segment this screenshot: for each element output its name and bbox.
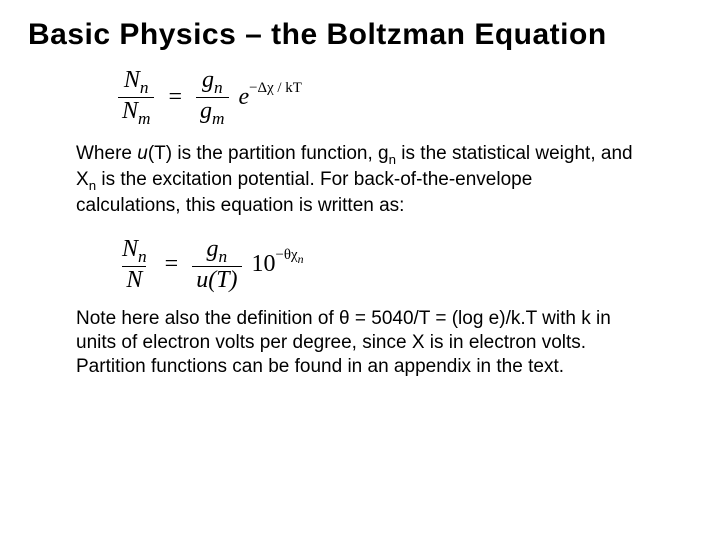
eq1-e: e	[239, 84, 250, 110]
eq1-rhs-den-sub: m	[212, 108, 224, 127]
eq2-rhs-num-sub: n	[219, 247, 228, 266]
slide-title: Basic Physics – the Boltzman Equation	[28, 18, 692, 53]
eq2-rhs-fraction: gn u(T)	[192, 236, 241, 293]
p2-theta: θ	[339, 308, 350, 329]
equation-1: Nn Nm = gn gm e−Δχ / kT	[118, 67, 692, 128]
eq1-rhs-den: g	[200, 98, 212, 124]
eq2-rhs-num: g	[207, 236, 219, 262]
eq1-lhs-num: N	[124, 67, 140, 93]
eq2-exp-sub: n	[298, 252, 304, 266]
p1-t1: Where	[76, 143, 137, 164]
eq1-rhs-fraction: gn gm	[196, 67, 228, 128]
p1-sub-n1: n	[389, 151, 396, 166]
slide: Basic Physics – the Boltzman Equation Nn…	[0, 0, 720, 540]
eq1-exp: e−Δχ / kT	[239, 84, 302, 111]
equals-sign-2: =	[161, 251, 183, 278]
equation-2: Nn N = gn u(T) 10−θχn	[118, 236, 692, 293]
eq2-lhs-den: N	[126, 267, 142, 293]
eq2-exp-sup: −θχn	[276, 247, 304, 263]
eq2-rhs-den: u(T)	[196, 267, 237, 293]
eq1-exp-sup: −Δχ / kT	[249, 80, 302, 96]
p1-sub-n2: n	[89, 178, 96, 193]
eq2-ten: 10	[252, 251, 276, 277]
p2-t1: Note here also the definition of	[76, 308, 339, 329]
eq1-rhs-num-sub: n	[214, 77, 223, 96]
eq1-lhs-den: N	[122, 98, 138, 124]
equals-sign: =	[164, 84, 186, 111]
p1-t4: is the excitation potential. For back-of…	[76, 169, 532, 216]
eq2-lhs-num: N	[122, 236, 138, 262]
eq1-lhs-den-sub: m	[138, 108, 150, 127]
eq1-lhs-fraction: Nn Nm	[118, 67, 154, 128]
eq2-lhs-fraction: Nn N	[118, 236, 151, 293]
eq2-exp-a: −θχ	[276, 247, 298, 263]
eq1-lhs-num-sub: n	[140, 77, 149, 96]
paragraph-1: Where u(T) is the partition function, gn…	[76, 142, 642, 219]
eq2-power: 10−θχn	[252, 251, 304, 279]
p1-t2: (T) is the partition function, g	[148, 143, 389, 164]
paragraph-2: Note here also the definition of θ = 504…	[76, 307, 642, 378]
p1-u: u	[137, 143, 148, 164]
eq1-rhs-num: g	[202, 67, 214, 93]
eq2-lhs-num-sub: n	[138, 247, 147, 266]
